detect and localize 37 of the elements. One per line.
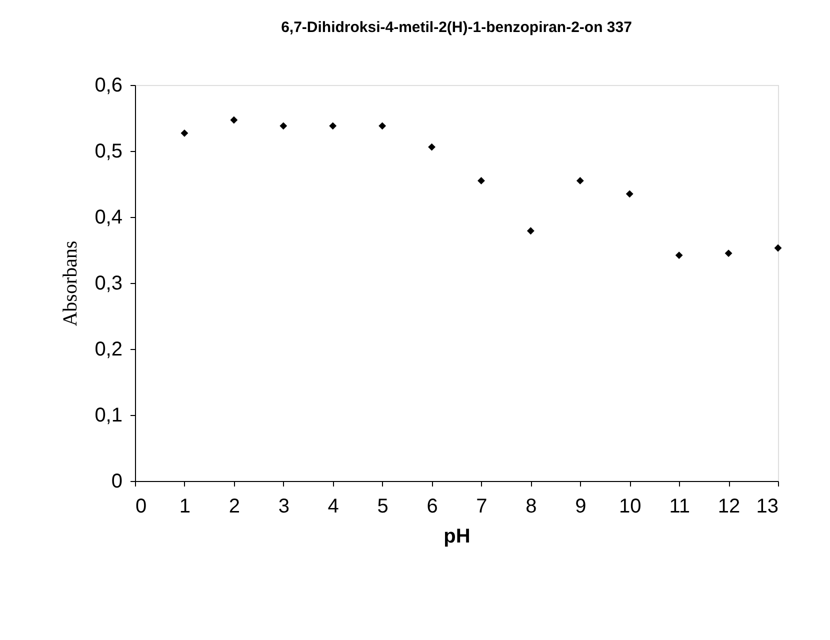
point [230, 116, 238, 124]
x-tick-label: 12 [718, 496, 740, 518]
y-tick-label: 0,6 [94, 74, 122, 96]
point [428, 143, 436, 151]
point [724, 250, 732, 258]
x-tick-label: 2 [228, 496, 240, 518]
y-tick-label: 0,2 [94, 338, 122, 360]
point [329, 122, 337, 130]
point [626, 190, 634, 198]
x-tick-label: 6 [426, 496, 438, 518]
x-tick-label: 7 [476, 496, 488, 518]
x-tick-label: 1 [179, 496, 191, 518]
x-tick-label: 4 [328, 496, 339, 518]
x-tick-label: 11 [669, 496, 690, 518]
y-tick-label: 0,3 [94, 272, 122, 294]
point [378, 122, 386, 130]
y-axis-title: Absorbans [60, 240, 82, 326]
x-tick-label: 3 [278, 496, 290, 518]
point [280, 122, 288, 130]
x-tick-label: 5 [377, 496, 388, 518]
x-tick-label: 13 [756, 496, 778, 518]
point [774, 244, 782, 252]
x-tick-label: 9 [575, 496, 586, 518]
chart-title: 6,7-Dihidroksi-4-metil-2(H)-1-benzopiran-2-on 337 [281, 19, 632, 36]
y-tick-label: 0 [111, 470, 122, 492]
point [675, 252, 683, 259]
x-tick-label: 10 [618, 496, 642, 518]
x-tick-label: 0 [136, 496, 147, 518]
point [180, 129, 188, 137]
point [576, 176, 584, 184]
y-tick-label: 0,1 [94, 404, 122, 426]
x-tick-label: 8 [526, 496, 537, 518]
point [478, 176, 485, 184]
y-tick-label: 0,5 [94, 140, 122, 162]
x-axis-title: pH [444, 526, 470, 548]
point [526, 227, 534, 235]
y-tick-label: 0,4 [94, 206, 122, 228]
